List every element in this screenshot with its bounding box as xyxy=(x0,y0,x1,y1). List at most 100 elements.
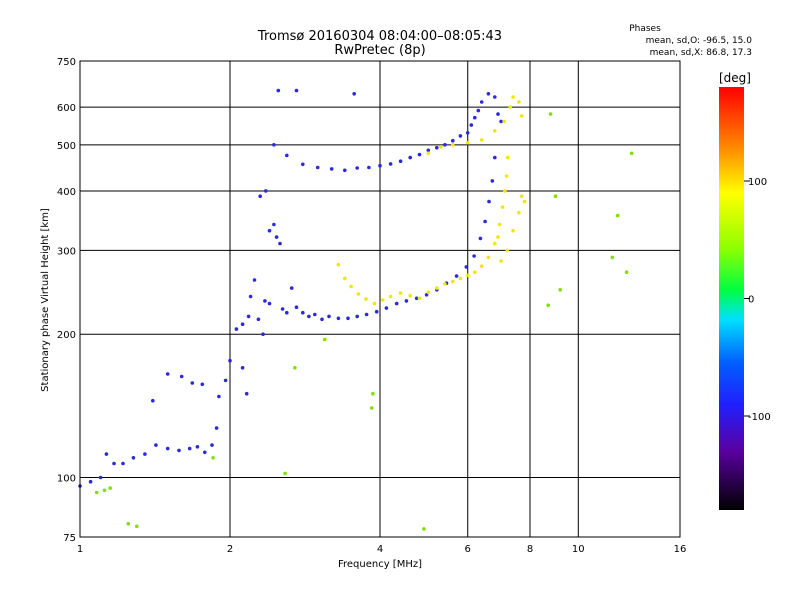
data-point xyxy=(121,461,125,466)
data-point xyxy=(104,452,109,456)
data-point xyxy=(553,194,558,198)
data-point xyxy=(500,205,505,209)
data-point xyxy=(240,366,245,370)
data-point xyxy=(272,222,276,227)
data-point xyxy=(179,374,184,379)
y-axis-label: Stationary phase Virtual Height [km] xyxy=(40,208,51,392)
data-point xyxy=(487,199,491,204)
data-point xyxy=(624,270,629,275)
y-tick-label: 750 xyxy=(57,57,76,68)
x-tick-label: 1 xyxy=(77,544,83,555)
data-point xyxy=(486,92,491,96)
x-tick-label: 4 xyxy=(377,544,383,555)
data-point xyxy=(307,314,311,319)
data-point xyxy=(493,95,497,99)
data-point xyxy=(367,165,371,170)
stats-line-o: mean, sd,O: -96.5, 15.0 xyxy=(646,36,753,46)
data-point xyxy=(522,199,527,204)
data-point xyxy=(394,301,399,306)
data-point xyxy=(610,255,615,260)
data-point xyxy=(417,296,422,301)
x-tick-label: 2 xyxy=(227,544,233,555)
data-point xyxy=(327,314,331,319)
data-point xyxy=(135,524,139,529)
data-point xyxy=(203,450,207,455)
x-tick-label: 16 xyxy=(674,544,687,555)
data-point xyxy=(369,406,374,410)
data-point xyxy=(508,105,512,109)
data-point xyxy=(493,155,497,160)
data-point xyxy=(240,322,245,327)
data-point xyxy=(108,486,112,490)
series-scattered xyxy=(94,112,634,531)
x-axis-label: Frequency [MHz] xyxy=(338,559,422,570)
data-point xyxy=(465,131,470,135)
data-point xyxy=(464,265,469,269)
data-point xyxy=(355,166,360,170)
data-point xyxy=(258,194,263,198)
data-point xyxy=(439,145,443,149)
grid-lines xyxy=(80,61,680,537)
data-point xyxy=(211,456,215,460)
data-point xyxy=(426,148,431,153)
data-point xyxy=(274,235,279,239)
data-point xyxy=(329,167,334,171)
data-point xyxy=(143,452,147,456)
data-point xyxy=(414,296,419,301)
data-point xyxy=(490,179,495,183)
data-point xyxy=(496,235,500,239)
data-point xyxy=(102,488,107,493)
data-point xyxy=(486,255,491,260)
data-point xyxy=(517,100,521,104)
data-point xyxy=(503,189,507,193)
data-point xyxy=(261,332,265,337)
data-point xyxy=(336,316,341,321)
x-tick-label: 8 xyxy=(527,544,533,555)
data-point xyxy=(355,314,360,319)
data-point xyxy=(177,448,181,453)
data-point xyxy=(320,317,324,322)
data-point xyxy=(343,168,347,173)
data-point xyxy=(352,92,357,96)
data-point xyxy=(210,443,214,447)
data-point xyxy=(256,317,261,322)
colorbar-tick-label: -100 xyxy=(748,412,771,423)
data-point xyxy=(372,301,377,306)
data-point xyxy=(315,165,320,170)
data-point xyxy=(511,228,515,233)
data-point xyxy=(435,286,439,290)
data-point xyxy=(374,309,379,314)
data-point xyxy=(435,145,439,150)
data-point xyxy=(506,155,510,160)
data-point xyxy=(519,194,524,198)
data-point xyxy=(519,114,524,118)
data-point xyxy=(408,293,413,298)
data-point xyxy=(493,241,497,246)
y-tick-label: 500 xyxy=(57,141,76,152)
colorbar-ticks: 100 0 -100 xyxy=(744,177,771,423)
chart-title: Tromsø 20160304 08:04:00–08:05:43 xyxy=(257,29,502,44)
data-point xyxy=(476,108,481,113)
data-point xyxy=(511,95,515,99)
data-point xyxy=(223,378,228,383)
x-tick-label: 10 xyxy=(572,544,585,555)
data-point xyxy=(267,228,272,233)
data-point xyxy=(388,294,393,299)
colorbar-tick-label: 100 xyxy=(748,177,767,188)
series-x xyxy=(336,95,527,306)
stats-line-x: mean, sd,X: 86.8, 17.3 xyxy=(650,48,752,58)
data-point xyxy=(499,119,503,124)
data-point xyxy=(458,134,463,138)
x-tick-label: 6 xyxy=(465,544,471,555)
data-point xyxy=(404,299,409,303)
data-point xyxy=(451,143,455,147)
data-point xyxy=(408,155,413,160)
data-point xyxy=(496,112,500,116)
data-point xyxy=(364,297,368,301)
data-point xyxy=(289,286,294,290)
data-point xyxy=(472,254,476,258)
data-point xyxy=(615,213,620,218)
data-point xyxy=(443,143,447,147)
data-point xyxy=(504,174,509,178)
data-point xyxy=(294,305,299,310)
